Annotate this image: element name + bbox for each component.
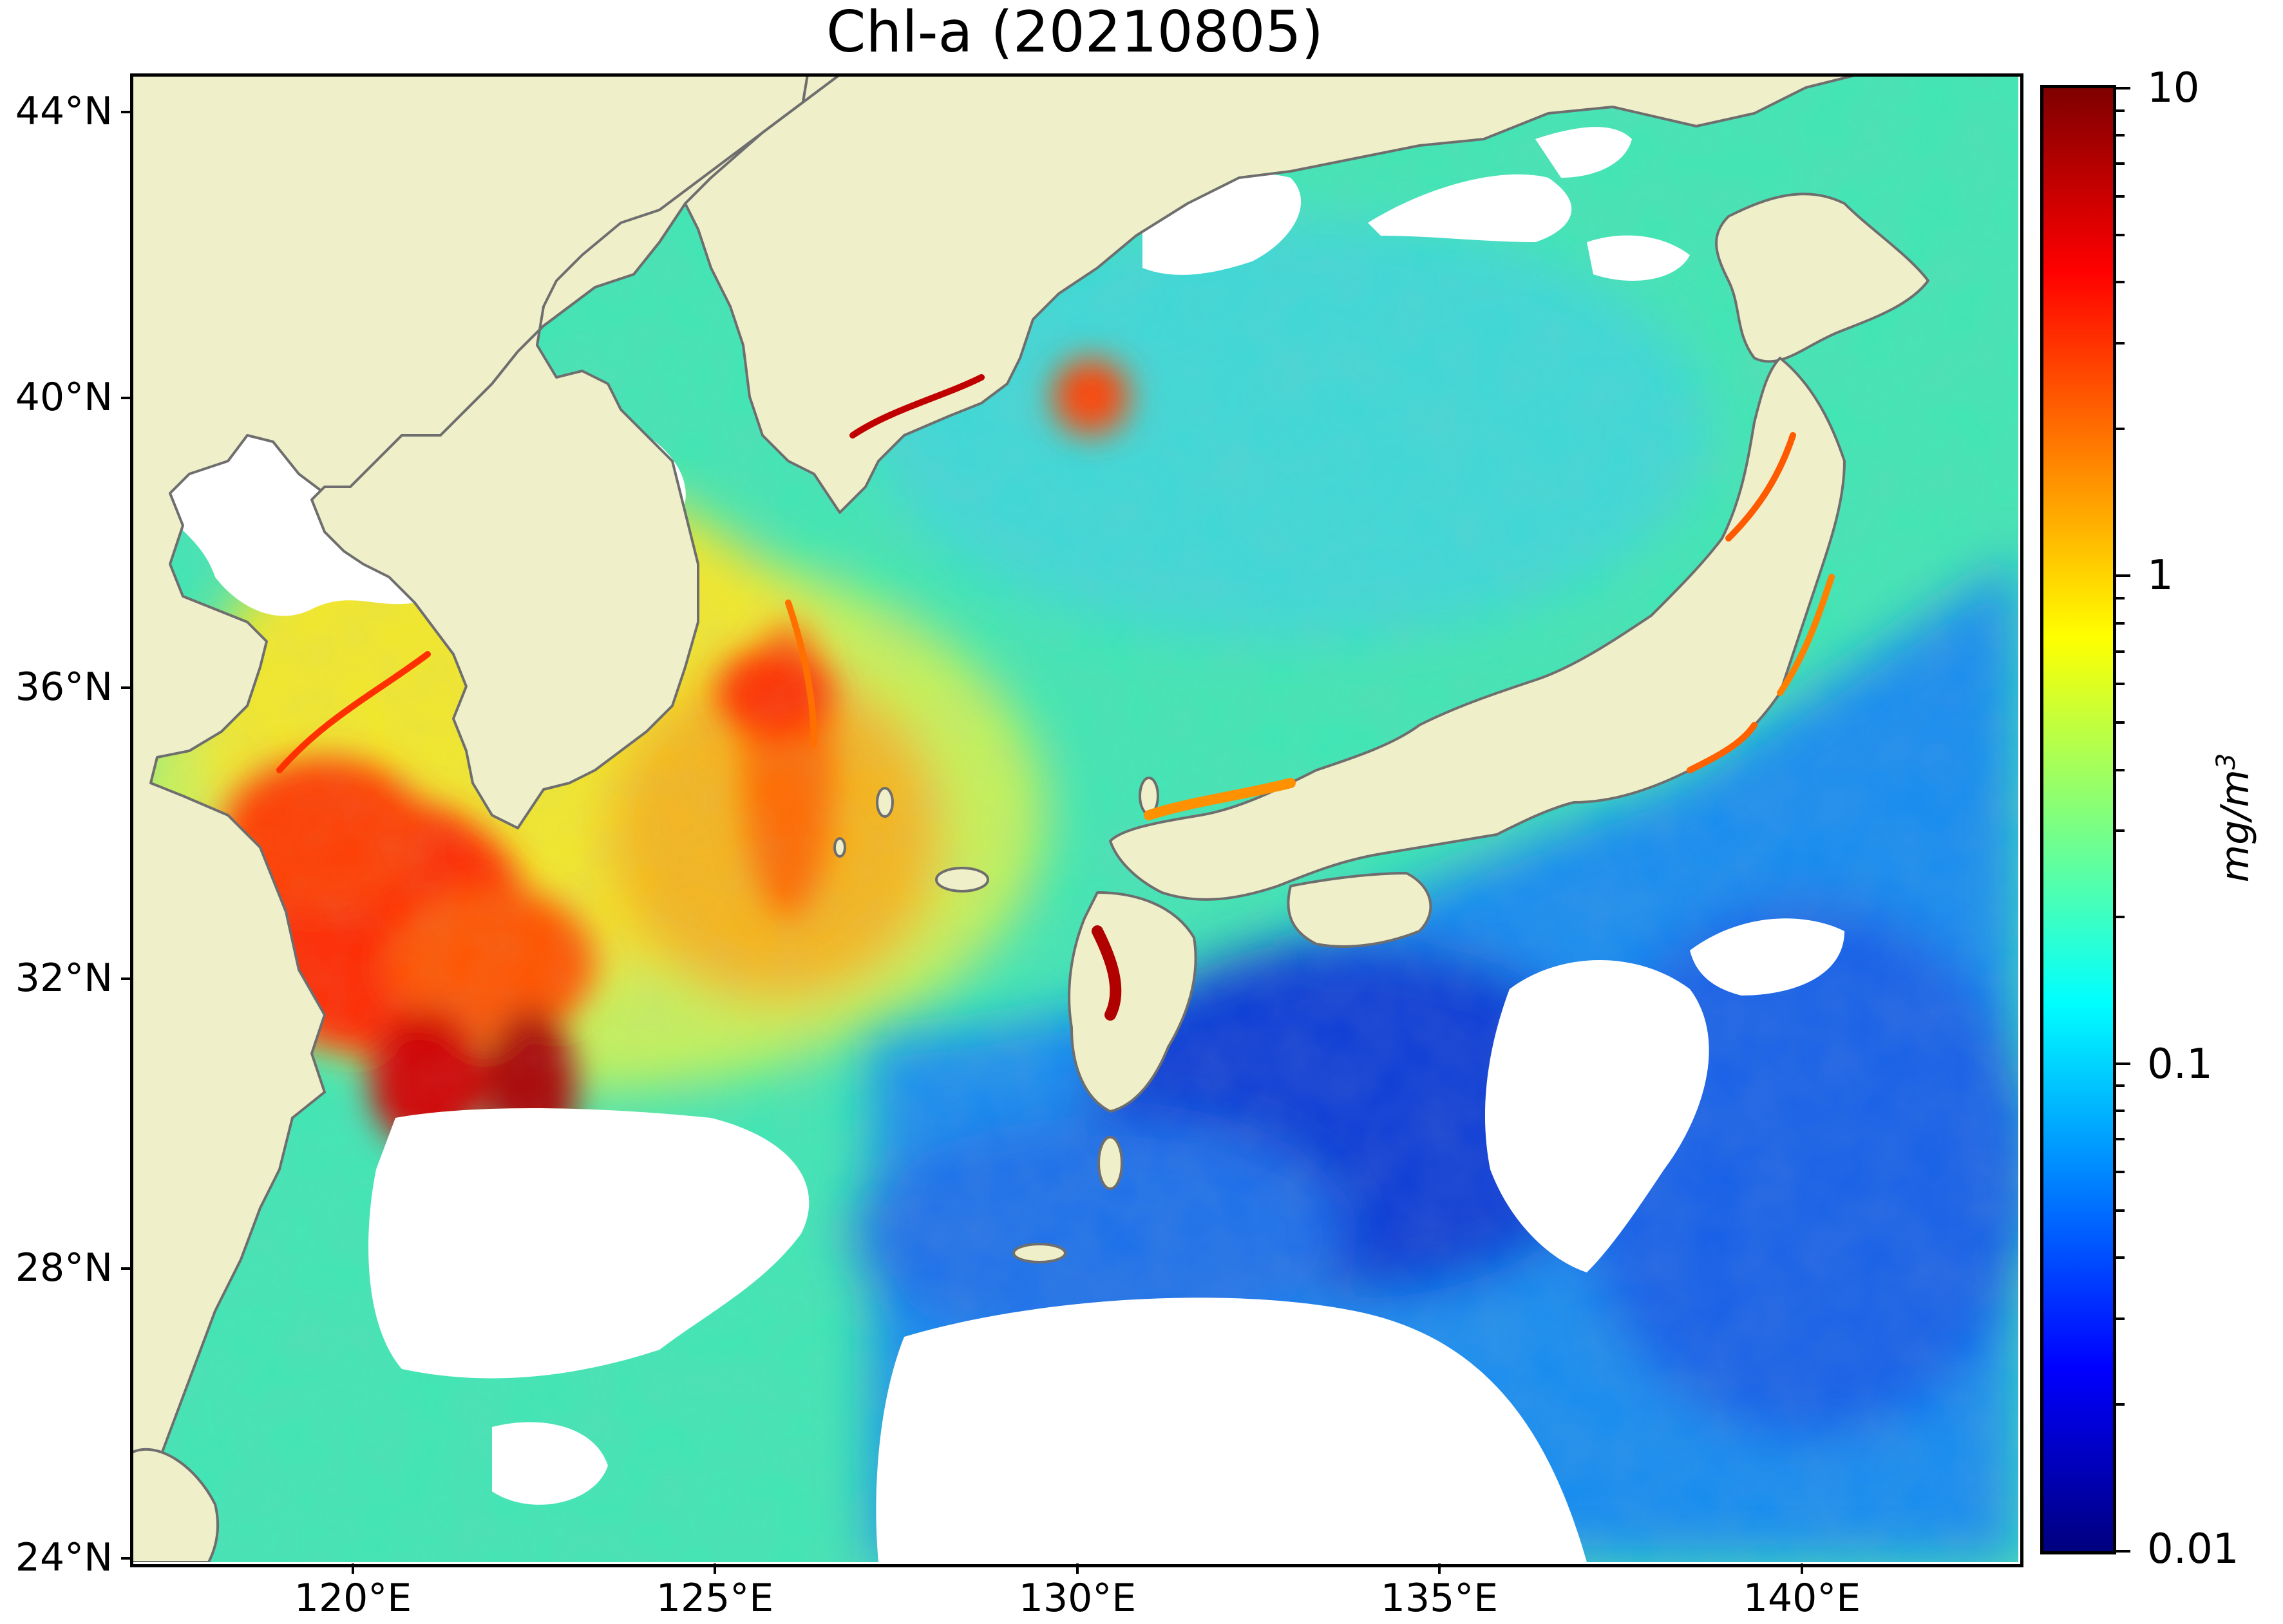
lat-label-32n: 32°N — [15, 956, 113, 1001]
colorbar-minor-tick — [2116, 281, 2125, 284]
colorbar-minor-tick — [2116, 768, 2125, 771]
colorbar-minor-tick — [2116, 829, 2125, 833]
colorbar-minor-tick — [2116, 596, 2125, 600]
lon-label-135e: 135°E — [1380, 1576, 1499, 1621]
lon-label-140e: 140°E — [1743, 1576, 1861, 1621]
lon-tick — [1801, 1563, 1803, 1574]
colorbar-minor-tick — [2116, 109, 2125, 112]
russia-coast — [684, 75, 2018, 514]
lat-tick — [121, 111, 131, 113]
colorbar-major-tick — [2116, 1062, 2130, 1065]
colorbar-label-0-1: 0.1 — [2147, 1041, 2213, 1088]
colorbar-minor-tick — [2116, 721, 2125, 724]
colorbar-minor-tick — [2116, 162, 2125, 165]
colorbar-minor-tick — [2116, 341, 2125, 345]
colorbar-minor-tick — [2116, 1317, 2125, 1320]
lat-tick — [121, 977, 131, 980]
colorbar-major-tick — [2116, 574, 2130, 578]
lon-label-125e: 125°E — [656, 1576, 774, 1621]
taiwan — [131, 1448, 220, 1562]
colorbar-label-1: 1 — [2147, 552, 2174, 600]
lat-label-36n: 36°N — [15, 665, 113, 710]
lat-tick — [121, 1267, 131, 1270]
colorbar-minor-tick — [2116, 1209, 2125, 1212]
colorbar-minor-tick — [2116, 428, 2125, 431]
korean-peninsula — [310, 75, 841, 829]
colorbar-minor-tick — [2116, 1256, 2125, 1260]
map-title: Chl-a (20210805) — [826, 0, 1323, 65]
colorbar-minor-tick — [2116, 1109, 2125, 1113]
lat-label-44n: 44°N — [15, 89, 113, 134]
colorbar-minor-tick — [2116, 915, 2125, 918]
hokkaido — [1715, 193, 1929, 363]
colorbar-label-0-01: 0.01 — [2147, 1525, 2239, 1573]
colorbar-minor-tick — [2116, 233, 2125, 236]
colorbar-minor-tick — [2116, 195, 2125, 198]
colorbar-minor-tick — [2116, 621, 2125, 625]
colorbar-minor-tick — [2116, 650, 2125, 653]
lon-label-130e: 130°E — [1018, 1576, 1137, 1621]
lat-label-24n: 24°N — [15, 1535, 113, 1580]
colorbar — [2040, 85, 2116, 1554]
lon-tick — [714, 1563, 716, 1574]
shikoku — [1287, 872, 1432, 948]
chlorophyll-map — [131, 75, 2018, 1562]
lat-tick — [121, 397, 131, 399]
lat-tick — [121, 686, 131, 689]
coastal-bloom — [276, 374, 1835, 1021]
colorbar-minor-tick — [2116, 134, 2125, 137]
colorbar-minor-tick — [2116, 1170, 2125, 1173]
lon-label-120e: 120°E — [294, 1576, 412, 1621]
landmass — [131, 75, 2018, 1562]
colorbar-minor-tick — [2116, 1403, 2125, 1406]
colorbar-minor-tick — [2116, 1137, 2125, 1140]
lat-label-28n: 28°N — [15, 1245, 113, 1290]
lat-tick — [121, 1557, 131, 1560]
colorbar-minor-tick — [2116, 683, 2125, 686]
colorbar-major-tick — [2116, 1550, 2130, 1553]
lat-label-40n: 40°N — [15, 375, 113, 420]
lon-tick — [1076, 1563, 1079, 1574]
jeju-island — [935, 867, 989, 892]
lon-tick — [352, 1563, 354, 1574]
lon-tick — [1438, 1563, 1441, 1574]
colorbar-minor-tick — [2116, 1084, 2125, 1088]
colorbar-unit: mg/m3 — [2212, 753, 2258, 883]
colorbar-major-tick — [2116, 87, 2130, 90]
colorbar-label-10: 10 — [2147, 64, 2200, 112]
